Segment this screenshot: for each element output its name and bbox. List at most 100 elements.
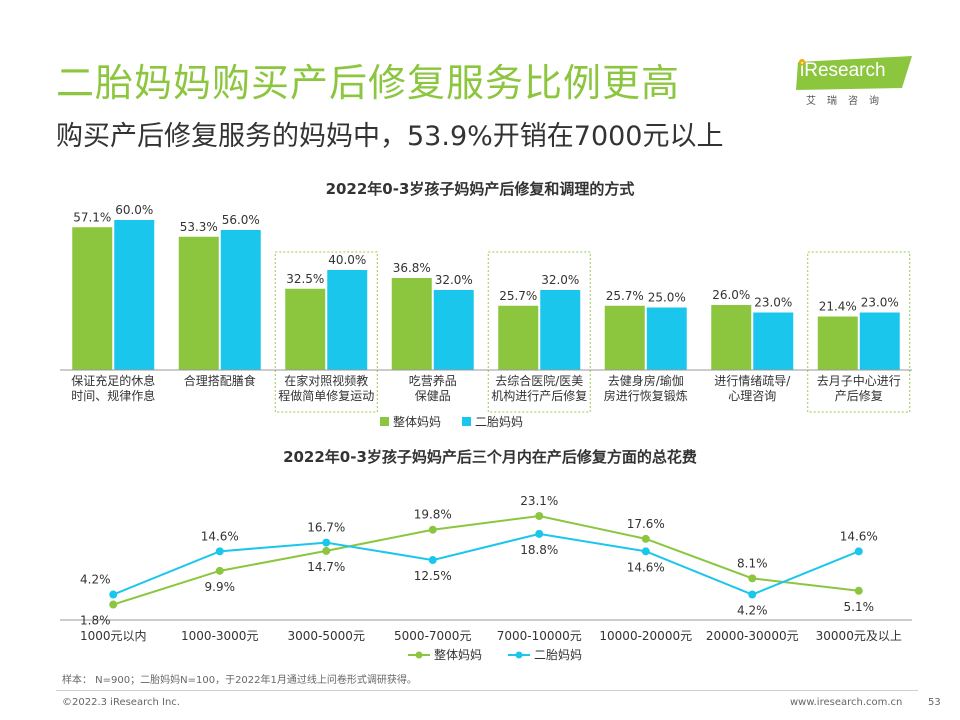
highlight-box: [807, 251, 911, 413]
legend-label-second-child: 二胎妈妈: [534, 648, 582, 662]
bar-x-label-2: 在家对照视频教程做简单修复运动: [278, 373, 374, 403]
bar-second-child-6: [753, 312, 794, 370]
point-second-child-3: [428, 556, 437, 565]
line-x-label-7: 30000元及以上: [816, 629, 902, 643]
bar-label-second-child-6: 23.0%: [754, 296, 792, 310]
point-label-overall-3: 19.8%: [414, 508, 452, 522]
line-x-label-3: 5000-7000元: [394, 629, 471, 643]
line-overall: [112, 514, 859, 606]
legend-swatch-overall: [380, 417, 389, 426]
point-overall-2: [322, 546, 331, 555]
point-overall-1: [215, 566, 224, 575]
point-label-overall-7: 5.1%: [844, 600, 875, 614]
website: www.iresearch.com.cn: [790, 697, 903, 708]
point-label-second-child-7: 14.6%: [840, 529, 878, 543]
bar-x-label-1: 合理搭配膳食: [184, 373, 256, 388]
bar-overall-1: [178, 236, 219, 370]
legend-label-overall: 整体妈妈: [434, 647, 482, 662]
bar-label-second-child-2: 40.0%: [328, 253, 366, 267]
line-legend: 整体妈妈 二胎妈妈: [408, 647, 582, 662]
point-label-second-child-3: 12.5%: [414, 569, 452, 583]
line-x-label-5: 10000-20000元: [599, 629, 692, 643]
logo-brand: iResearch: [800, 60, 886, 81]
bar-label-overall-1: 53.3%: [180, 220, 218, 234]
bar-label-second-child-5: 25.0%: [648, 291, 686, 305]
bar-label-second-child-3: 32.0%: [435, 273, 473, 287]
bar-overall-3: [391, 278, 432, 370]
bar-label-overall-7: 21.4%: [819, 300, 857, 314]
point-label-second-child-1: 14.6%: [201, 529, 239, 543]
point-second-child-5: [641, 547, 650, 556]
bar-x-label-0: 保证充足的休息时间、规律作息: [71, 373, 155, 403]
bar-second-child-0: [114, 220, 155, 370]
bar-x-label-4: 去综合医院/医美机构进行产后修复: [491, 373, 587, 403]
line-series: 1.8% 9.9% 14.7% 19.8% 23.1% 17.6% 8.1% 5.1% 4.2%…: [80, 494, 878, 628]
point-second-child-7: [854, 547, 863, 556]
highlight-box: [274, 251, 378, 413]
page-subtitle: 购买产后修复服务的妈妈中，53.9%开销在7000元以上: [56, 121, 724, 152]
bar-overall-5: [604, 305, 645, 370]
bar-series: 57.1% 60.0% 53.3% 56.0% 32.5% 40.0% 36.8% 32.0%…: [72, 203, 900, 370]
point-overall-3: [428, 525, 437, 534]
line-second-child: [112, 532, 860, 596]
legend-label-overall: 整体妈妈: [393, 414, 441, 429]
legend-marker-overall: [415, 651, 423, 659]
bar-overall-4: [498, 305, 539, 370]
point-label-second-child-4: 18.8%: [520, 543, 558, 557]
bar-overall-2: [285, 288, 326, 370]
bar-chart-title: 2022年0-3岁孩子妈妈产后修复和调理的方式: [326, 180, 635, 198]
bar-label-overall-4: 25.7%: [499, 289, 537, 303]
point-label-overall-1: 9.9%: [205, 580, 236, 594]
highlight-boxes: [274, 251, 911, 413]
line-x-labels: 1000元以内 1000-3000元 3000-5000元 5000-7000元 700…: [80, 629, 902, 643]
bar-overall-0: [72, 227, 113, 370]
point-overall-7: [854, 586, 863, 595]
point-second-child-1: [215, 547, 224, 556]
bar-x-label-6: 进行情绪疏导/心理咨询: [714, 373, 791, 403]
point-label-overall-0: 1.8%: [80, 614, 111, 628]
bar-second-child-7: [859, 312, 900, 370]
point-label-second-child-5: 14.6%: [627, 560, 665, 574]
point-second-child-4: [535, 529, 544, 538]
bar-label-overall-2: 32.5%: [286, 272, 324, 286]
footer-divider: [56, 690, 918, 691]
bar-label-second-child-4: 32.0%: [541, 273, 579, 287]
line-x-label-0: 1000元以内: [80, 629, 147, 643]
point-label-overall-6: 8.1%: [737, 556, 768, 570]
line-x-label-1: 1000-3000元: [181, 629, 258, 643]
bar-second-child-2: [327, 270, 368, 370]
point-overall-0: [109, 600, 118, 609]
point-label-second-child-2: 16.7%: [307, 521, 345, 535]
copyright: ©2022.3 iResearch Inc.: [62, 697, 180, 708]
bar-label-overall-6: 26.0%: [712, 288, 750, 302]
bar-second-child-1: [220, 230, 261, 370]
page-title: 二胎妈妈购买产后修复服务比例更高: [56, 61, 681, 105]
bar-label-second-child-7: 23.0%: [861, 296, 899, 310]
bar-legend: 整体妈妈 二胎妈妈: [380, 414, 523, 429]
point-second-child-6: [748, 590, 757, 599]
bar-overall-6: [711, 305, 752, 370]
point-label-overall-4: 23.1%: [520, 494, 558, 508]
bar-x-label-3: 吃营养品保健品: [409, 373, 457, 403]
line-chart-title: 2022年0-3岁孩子妈妈产后三个月内在产后修复方面的总花费: [283, 448, 697, 466]
bar-label-second-child-1: 56.0%: [222, 213, 260, 227]
point-second-child-2: [322, 538, 331, 547]
line-chart: 2022年0-3岁孩子妈妈产后三个月内在产后修复方面的总花费 1.8% 9.9% 1…: [60, 448, 912, 662]
line-x-label-4: 7000-10000元: [497, 629, 582, 643]
bar-x-label-5: 去健身房/瑜伽房进行恢复锻炼: [604, 373, 688, 403]
bar-x-labels: 保证充足的休息时间、规律作息 合理搭配膳食 在家对照视频教程做简单修复运动 吃营养品保…: [71, 373, 901, 403]
page-number: 53: [928, 697, 941, 708]
sample-note: 样本： N=900；二胎妈妈N=100，于2022年1月通过线上问卷形式调研获得…: [62, 675, 417, 686]
bar-overall-7: [817, 316, 858, 370]
highlight-box: [487, 251, 591, 413]
bar-chart: 2022年0-3岁孩子妈妈产后修复和调理的方式 57.1%60.0%53.3% 5…: [60, 180, 912, 429]
point-label-overall-2: 14.7%: [307, 560, 345, 574]
line-x-label-2: 3000-5000元: [288, 629, 365, 643]
legend-swatch-second-child: [462, 417, 471, 426]
bar-second-child-5: [646, 307, 687, 370]
bar-label-overall-0: 57.1%: [73, 210, 111, 224]
bar-x-label-7: 去月子中心进行产后修复: [817, 373, 901, 403]
point-label-second-child-0: 4.2%: [80, 573, 111, 587]
bar-label-overall-3: 36.8%: [393, 261, 431, 275]
bar-second-child-4: [540, 290, 581, 370]
